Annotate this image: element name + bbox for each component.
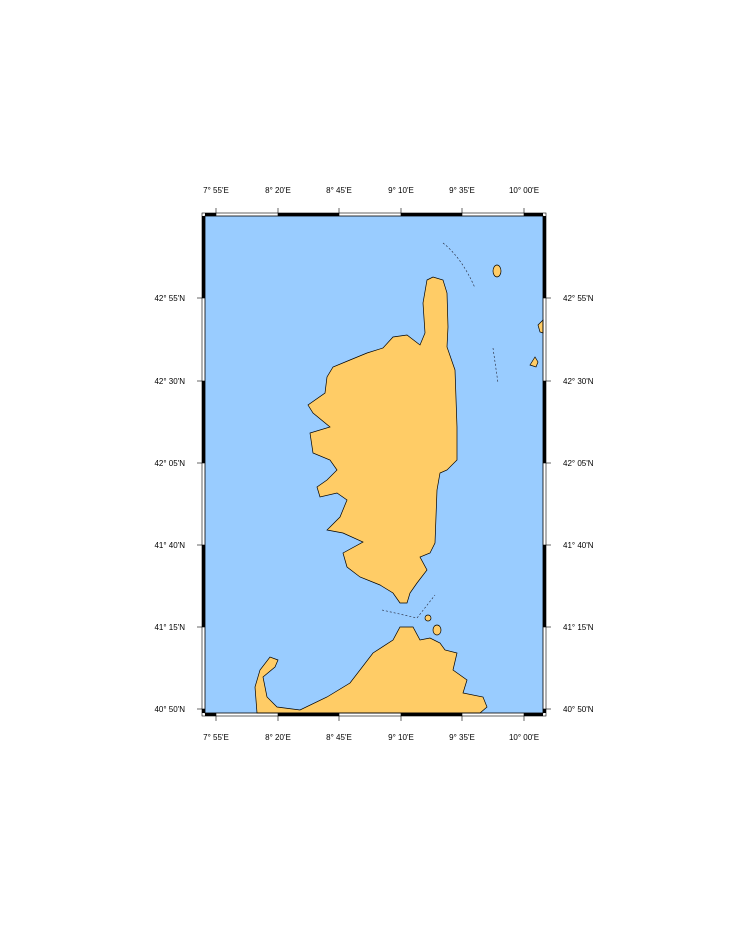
frame-segment (401, 713, 462, 716)
frame-segment (543, 545, 546, 627)
land (254, 264, 544, 714)
latitude-label-right: 42° 05'N (563, 459, 594, 468)
frame-segment (205, 213, 216, 216)
latitude-label-left: 42° 05'N (154, 459, 185, 468)
latitude-label-right: 41° 40'N (563, 541, 594, 550)
boundary-lines (381, 242, 499, 619)
longitude-label-top: 8° 20'E (265, 186, 291, 195)
latitude-label-right: 40° 50'N (563, 705, 594, 714)
latitude-label-left: 42° 30'N (154, 377, 185, 386)
frame-segment (524, 213, 543, 216)
map-border (204, 215, 544, 714)
pianosa-island (529, 356, 539, 368)
latitude-label-left: 41° 40'N (154, 541, 185, 550)
longitude-label-bottom: 10° 00'E (509, 733, 539, 742)
frame-segment (278, 713, 339, 716)
latitude-label-left: 42° 55'N (154, 294, 185, 303)
longitude-label-bottom: 7° 55'E (203, 733, 229, 742)
frame-segment (202, 216, 205, 298)
frame-segment (202, 545, 205, 627)
frame-segment (524, 713, 543, 716)
capraia-island (492, 264, 502, 278)
sardinia (254, 626, 488, 714)
frame-segment (202, 381, 205, 463)
longitude-label-bottom: 9° 10'E (388, 733, 414, 742)
frame-segment (278, 213, 339, 216)
longitude-label-top: 7° 55'E (203, 186, 229, 195)
maddalena-island (432, 624, 442, 636)
longitude-label-top: 9° 35'E (449, 186, 475, 195)
latitude-label-left: 40° 50'N (154, 705, 185, 714)
longitude-label-bottom: 8° 45'E (326, 733, 352, 742)
latitude-label-left: 41° 15'N (154, 623, 185, 632)
longitude-label-top: 10° 00'E (509, 186, 539, 195)
longitude-label-bottom: 9° 35'E (449, 733, 475, 742)
frame-segment (202, 709, 205, 713)
corsica (307, 276, 458, 604)
frame-segment (543, 381, 546, 463)
frame-segment (401, 213, 462, 216)
frame-segment (543, 216, 546, 298)
longitude-label-bottom: 8° 20'E (265, 733, 291, 742)
caprera-island (424, 614, 432, 622)
longitude-label-top: 8° 45'E (326, 186, 352, 195)
latitude-label-right: 42° 30'N (563, 377, 594, 386)
frame-segment (205, 713, 216, 716)
latitude-label-right: 42° 55'N (563, 294, 594, 303)
frame-segment (543, 709, 546, 713)
longitude-label-top: 9° 10'E (388, 186, 414, 195)
latitude-label-right: 41° 15'N (563, 623, 594, 632)
